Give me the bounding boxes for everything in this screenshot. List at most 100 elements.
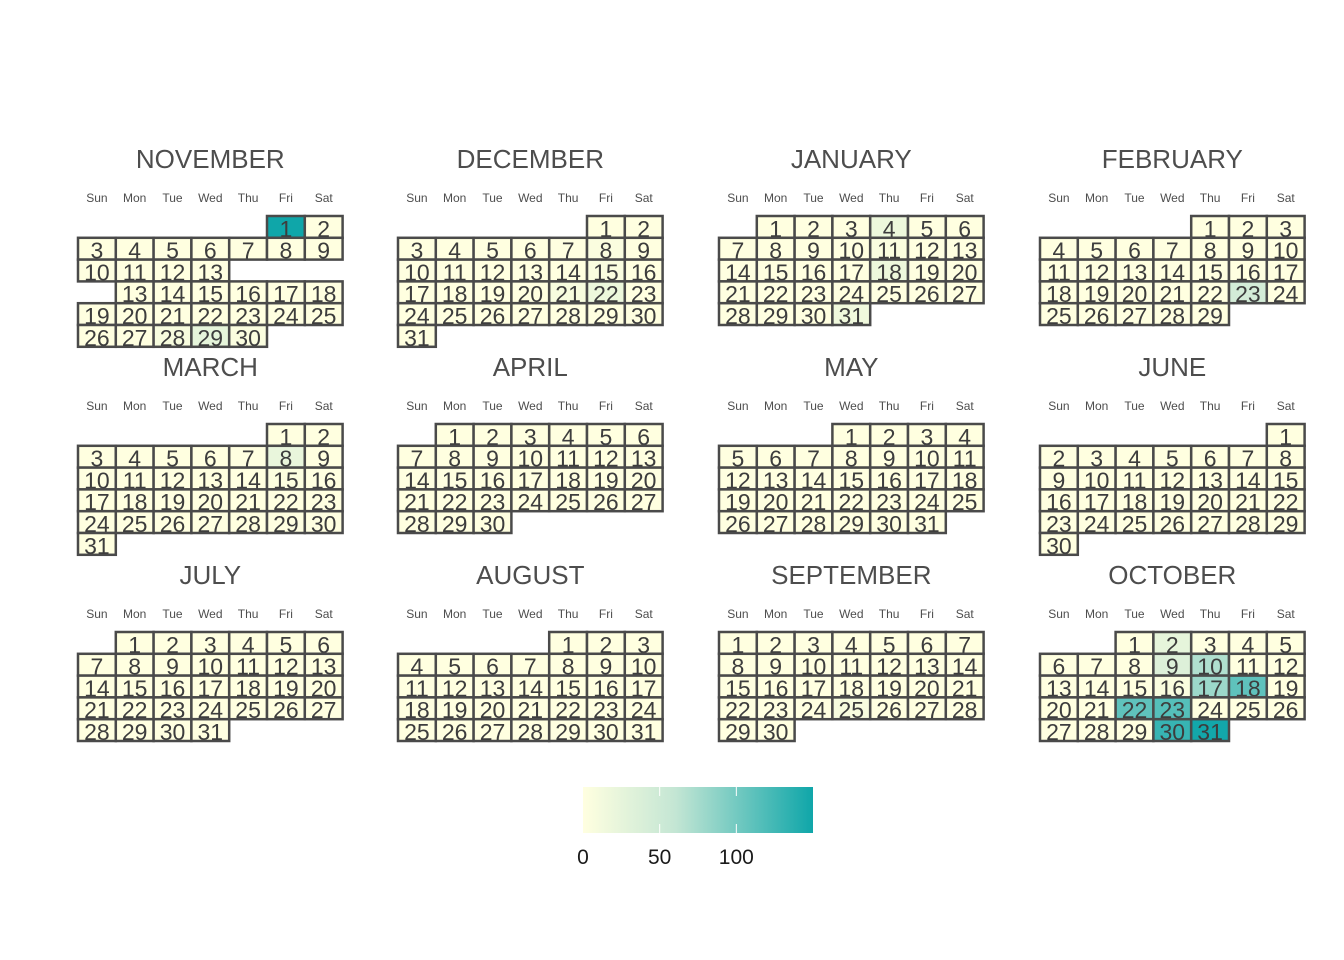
day-number: 4 (1128, 446, 1141, 472)
weekday-label: Thu (1200, 399, 1221, 413)
day-number: 9 (637, 238, 650, 264)
weekday-label: Mon (1085, 607, 1108, 621)
day-number: 27 (952, 281, 978, 307)
day-number: 3 (807, 632, 820, 658)
day-number: 6 (317, 632, 330, 658)
day-number: 27 (198, 511, 224, 537)
day-number: 28 (84, 719, 110, 745)
weekday-label: Sat (956, 607, 975, 621)
day-number: 11 (1047, 259, 1071, 285)
day-number: 7 (1166, 238, 1179, 264)
weekday-label: Sat (315, 191, 334, 205)
day-number: 2 (166, 632, 179, 658)
day-number: 1 (562, 632, 575, 658)
weekday-label: Fri (279, 191, 293, 205)
weekday-label: Wed (198, 399, 222, 413)
day-number: 28 (952, 697, 978, 723)
weekday-label: Tue (1124, 191, 1145, 205)
day-number: 28 (1084, 719, 1110, 745)
weekday-label: Fri (1241, 399, 1255, 413)
day-number: 1 (448, 424, 461, 450)
day-number: 1 (845, 424, 858, 450)
day-number: 28 (725, 303, 751, 329)
day-number: 4 (411, 654, 424, 680)
day-number: 11 (1236, 654, 1260, 680)
weekday-label: Wed (518, 399, 542, 413)
day-number: 6 (1204, 446, 1217, 472)
day-cell (1265, 280, 1306, 305)
day-number: 30 (593, 719, 619, 745)
month-title: DECEMBER (457, 144, 604, 174)
day-number: 26 (273, 697, 299, 723)
day-number: 30 (801, 303, 827, 329)
day-number: 4 (242, 632, 255, 658)
day-number: 24 (801, 697, 827, 723)
day-number: 27 (1197, 511, 1223, 537)
weekday-label: Fri (920, 607, 934, 621)
day-number: 1 (1204, 216, 1217, 242)
day-number: 1 (1128, 632, 1141, 658)
month-panel-september: SEPTEMBER Sun Mon Tue Wed Thu Fri Sat 1 2 3 4 5 6 7 8 9 1… (717, 560, 985, 745)
day-number: 30 (480, 511, 506, 537)
day-number: 29 (1197, 303, 1223, 329)
day-number: 6 (1128, 238, 1141, 264)
day-number: 25 (876, 281, 902, 307)
weekday-label: Sun (1048, 399, 1069, 413)
day-number: 30 (311, 511, 337, 537)
day-number: 27 (122, 325, 148, 351)
day-number: 9 (486, 446, 499, 472)
day-number: 5 (921, 216, 934, 242)
day-number: 5 (732, 446, 745, 472)
day-number: 7 (958, 632, 971, 658)
day-cell (303, 236, 344, 261)
day-number: 23 (1235, 281, 1261, 307)
day-number: 9 (317, 446, 330, 472)
legend-tick-label: 0 (577, 846, 589, 869)
day-number: 10 (84, 259, 110, 285)
day-number: 29 (198, 325, 224, 351)
day-number: 7 (242, 446, 255, 472)
day-number: 26 (1273, 697, 1299, 723)
weekday-label: Tue (1124, 399, 1145, 413)
legend-colorbar (583, 787, 813, 833)
day-number: 27 (480, 719, 506, 745)
day-number: 2 (600, 632, 613, 658)
day-number: 9 (166, 654, 179, 680)
day-number: 25 (122, 511, 148, 537)
weekday-label: Mon (764, 607, 787, 621)
weekday-label: Mon (443, 607, 466, 621)
weekday-label: Sun (727, 399, 748, 413)
day-number: 9 (600, 654, 613, 680)
day-number: 25 (311, 303, 337, 329)
day-number: 5 (1166, 446, 1179, 472)
day-cell (623, 301, 664, 327)
day-number: 8 (280, 238, 293, 264)
weekday-label: Sun (727, 191, 748, 205)
day-number: 8 (280, 446, 293, 472)
weekday-label: Sun (406, 399, 427, 413)
weekday-label: Sat (635, 607, 654, 621)
weekday-label: Sat (1277, 399, 1296, 413)
day-number: 1 (280, 424, 293, 450)
day-number: 29 (1122, 719, 1148, 745)
day-number: 31 (631, 719, 657, 745)
day-number: 3 (921, 424, 934, 450)
day-number: 6 (204, 238, 217, 264)
weekday-label: Tue (482, 191, 503, 205)
weekday-label: Tue (162, 607, 183, 621)
day-cell (1189, 301, 1231, 327)
day-cell (944, 280, 985, 305)
month-title: AUGUST (476, 560, 584, 590)
day-number: 29 (593, 303, 619, 329)
day-number: 26 (442, 719, 468, 745)
weekday-label: Wed (1160, 399, 1184, 413)
day-number: 28 (1160, 303, 1186, 329)
day-cell (1265, 696, 1306, 721)
day-cell (1189, 717, 1231, 743)
day-number: 2 (486, 424, 499, 450)
day-number: 25 (404, 719, 430, 745)
day-number: 3 (411, 238, 424, 264)
